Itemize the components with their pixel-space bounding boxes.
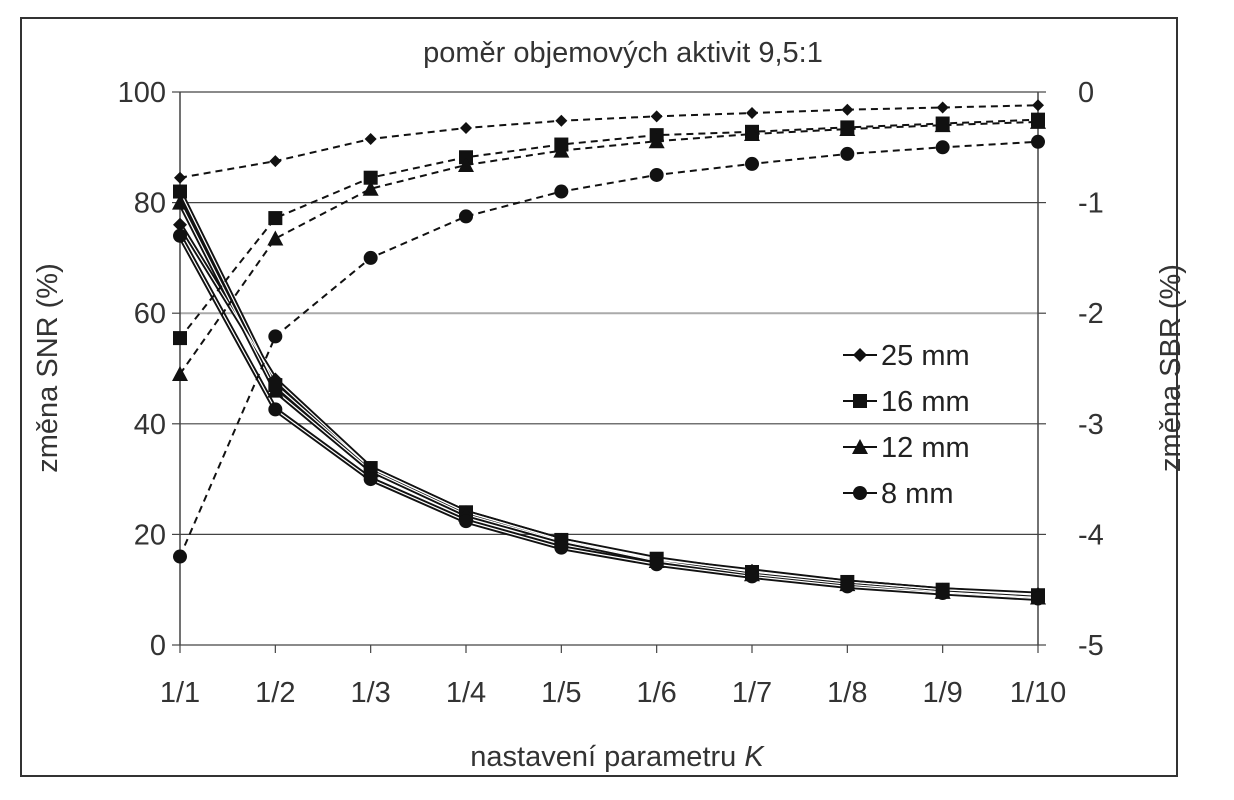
- plot-series: [172, 99, 1046, 606]
- data-point: [935, 586, 950, 601]
- data-point: [935, 140, 950, 155]
- data-point: [363, 472, 378, 487]
- data-point: [1032, 99, 1044, 112]
- y2-tick-label: -2: [1078, 298, 1104, 330]
- x-axis-title-main: nastavení parametru: [470, 741, 744, 773]
- y-axis-tick-labels: 0 20 40 60 80 100: [118, 77, 166, 662]
- data-point: [172, 194, 188, 210]
- gridlines: [172, 91, 1046, 653]
- y-tick-label: 80: [134, 188, 166, 220]
- y-tick-label: 20: [134, 519, 166, 551]
- data-point: [362, 180, 379, 196]
- data-point: [173, 217, 187, 232]
- data-point: [839, 121, 856, 137]
- y-axis-title: změna SNR (%): [32, 263, 64, 473]
- data-point: [1031, 591, 1045, 606]
- data-point: [267, 230, 284, 246]
- data-point: [840, 146, 855, 161]
- series-line-snr: [179, 140, 1039, 557]
- x-tick-label: 1/8: [827, 677, 867, 709]
- x-tick-label: 1/10: [1010, 677, 1066, 709]
- data-point: [853, 394, 867, 408]
- series-line-sbr-inner: [179, 235, 1039, 600]
- data-point: [460, 121, 472, 134]
- x-axis-title-italic: K: [744, 741, 765, 773]
- data-point: [267, 382, 284, 398]
- x-axis-tick-labels: 1/1 1/2 1/3 1/4 1/5 1/6 1/7 1/8 1/9 1/10: [160, 677, 1066, 709]
- chart-title: poměr objemových aktivit 9,5:1: [423, 37, 823, 69]
- data-point: [936, 101, 949, 114]
- y-tick-label: 0: [150, 630, 166, 662]
- y2-axis-tick-labels: -5 -4 -3 -2 -1 0: [1078, 77, 1104, 662]
- legend-label: 25 mm: [881, 340, 970, 372]
- data-point: [745, 156, 759, 171]
- data-point: [1031, 134, 1045, 149]
- x-tick-label: 1/5: [541, 677, 581, 709]
- data-point: [649, 167, 664, 182]
- data-point: [363, 170, 378, 185]
- x-tick-label: 1/4: [446, 677, 486, 709]
- data-point: [172, 366, 188, 382]
- y-tick-label: 100: [118, 77, 166, 109]
- data-point: [745, 569, 759, 584]
- series-line-snr: [179, 104, 1039, 179]
- legend-label: 16 mm: [881, 386, 970, 418]
- data-point: [173, 184, 187, 199]
- y-tick-label: 40: [134, 409, 166, 441]
- data-point: [554, 540, 569, 555]
- data-point: [840, 579, 855, 594]
- series-line-snr: [179, 118, 1039, 339]
- series-line-snr: [179, 120, 1039, 375]
- y2-tick-label: -5: [1078, 630, 1104, 662]
- data-point: [174, 171, 186, 184]
- y2-tick-label: -1: [1078, 188, 1104, 220]
- data-point: [173, 228, 187, 243]
- data-point: [459, 209, 473, 224]
- data-point: [650, 110, 663, 123]
- y2-axis-title: změna SBR (%): [1155, 264, 1187, 472]
- data-point: [553, 142, 570, 158]
- chart-frame: [20, 17, 1178, 777]
- data-point: [459, 514, 473, 529]
- legend-label: 12 mm: [881, 432, 970, 464]
- data-point: [555, 114, 568, 127]
- x-tick-label: 1/1: [160, 677, 200, 709]
- x-tick-label: 1/9: [923, 677, 963, 709]
- data-point: [458, 156, 474, 172]
- data-point: [364, 133, 377, 146]
- data-point: [268, 402, 283, 417]
- x-tick-label: 1/3: [351, 677, 391, 709]
- data-point: [934, 117, 951, 133]
- data-point: [744, 126, 760, 142]
- y-tick-label: 60: [134, 298, 166, 330]
- data-point: [269, 155, 282, 168]
- y2-tick-label: -3: [1078, 409, 1104, 441]
- data-point: [853, 486, 867, 500]
- data-point: [746, 107, 758, 120]
- data-point: [1030, 113, 1046, 129]
- data-point: [649, 557, 664, 572]
- series-line-sbr-inner: [179, 191, 1039, 596]
- data-point: [852, 439, 868, 454]
- data-point: [841, 103, 854, 116]
- legend-label: 8 mm: [881, 478, 954, 510]
- data-point: [268, 329, 283, 344]
- data-point: [853, 348, 867, 362]
- data-point: [173, 331, 187, 346]
- data-point: [173, 549, 187, 564]
- x-tick-label: 1/2: [255, 677, 295, 709]
- data-point: [363, 250, 378, 265]
- y2-tick-label: -4: [1078, 519, 1104, 551]
- x-tick-label: 1/6: [637, 677, 677, 709]
- x-axis-title: nastavení parametru K: [470, 741, 765, 773]
- x-tick-label: 1/7: [732, 677, 772, 709]
- data-point: [648, 133, 665, 149]
- y2-tick-label: 0: [1078, 77, 1094, 109]
- legend: 25 mm 16 mm 12 mm 8 mm: [843, 340, 970, 510]
- data-point: [268, 211, 283, 226]
- series-line-sbr-inner: [179, 202, 1039, 599]
- data-point: [554, 184, 569, 199]
